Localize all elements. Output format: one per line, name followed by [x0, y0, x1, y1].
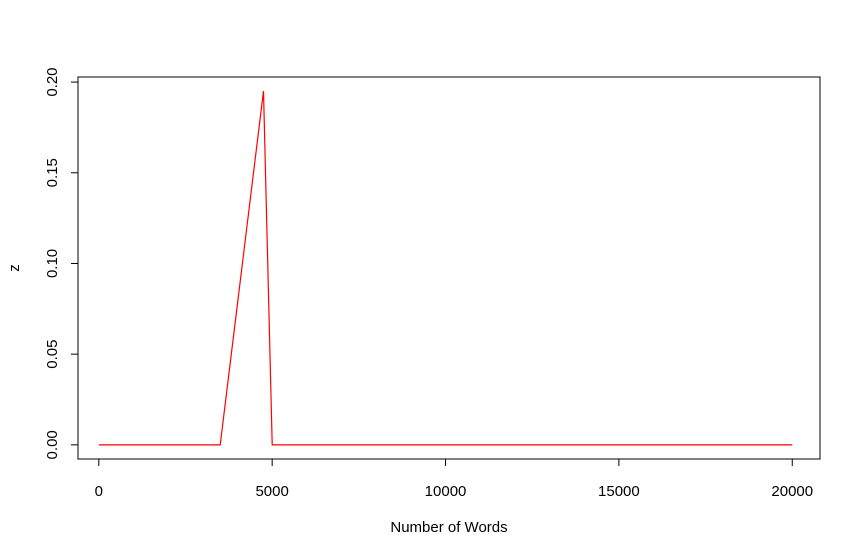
x-tick-label: 5000 — [255, 483, 288, 500]
y-axis-title: z — [6, 264, 23, 272]
y-tick-label: 0.15 — [44, 158, 61, 187]
y-axis: 0.00 0.05 0.10 0.15 0.20 — [44, 67, 79, 459]
y-tick-label: 0.05 — [44, 340, 61, 369]
x-tick-label: 15000 — [598, 483, 640, 500]
y-tick-label: 0.00 — [44, 430, 61, 459]
plot-box — [77, 76, 821, 460]
x-tick-label: 0 — [95, 483, 103, 500]
series-line — [98, 91, 793, 446]
x-axis: 0 5000 10000 15000 20000 — [95, 458, 813, 500]
series-layer — [98, 91, 793, 446]
x-tick-label: 10000 — [425, 483, 467, 500]
x-tick-label: 20000 — [771, 483, 813, 500]
y-tick-label: 0.10 — [44, 249, 61, 278]
y-tick-label: 0.20 — [44, 67, 61, 96]
x-axis-title: Number of Words — [390, 519, 507, 536]
